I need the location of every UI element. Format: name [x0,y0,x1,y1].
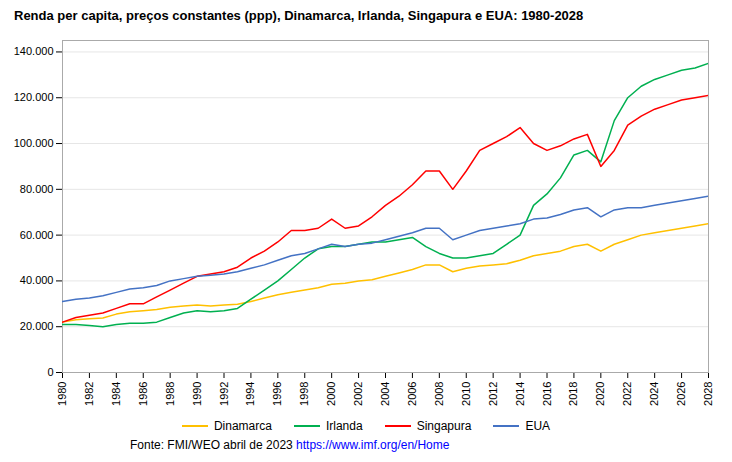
svg-text:1992: 1992 [218,382,230,406]
svg-text:1984: 1984 [110,382,122,406]
svg-text:2002: 2002 [352,382,364,406]
html-text:Irlanda: Irlanda [326,419,363,433]
svg-text:2020: 2020 [594,382,606,406]
html-text:Renda per capita, preços const: Renda per capita, preços constantes (ppp… [14,8,584,23]
svg-text:100.000: 100.000 [14,137,54,149]
svg-text:2018: 2018 [567,382,579,406]
svg-text:2028: 2028 [702,382,714,406]
svg-text:2026: 2026 [675,382,687,406]
html-text:EUA: EUA [525,419,551,433]
svg-text:2006: 2006 [406,382,418,406]
svg-text:2016: 2016 [541,382,553,406]
svg-text:2012: 2012 [487,382,499,406]
html-text:Fonte: FMI/WEO abril de 2023 h: Fonte: FMI/WEO abril de 2023 https://www… [130,438,450,452]
svg-text:120.000: 120.000 [14,91,54,103]
svg-text:2022: 2022 [621,382,633,406]
svg-text:0: 0 [47,366,53,378]
svg-text:2008: 2008 [433,382,445,406]
svg-text:80.000: 80.000 [20,183,54,195]
html-text:Singapura: Singapura [416,419,472,433]
svg-text:2024: 2024 [648,382,660,406]
svg-text:1998: 1998 [298,382,310,406]
svg-text:20.000: 20.000 [20,320,54,332]
svg-text:140.000: 140.000 [14,45,54,57]
svg-text:1996: 1996 [271,382,283,406]
svg-text:2004: 2004 [379,382,391,406]
svg-text:1982: 1982 [83,382,95,406]
svg-text:1980: 1980 [56,382,68,406]
html-text:Dinamarca: Dinamarca [213,419,272,433]
svg-text:2000: 2000 [325,382,337,406]
svg-text:40.000: 40.000 [20,274,54,286]
svg-text:1986: 1986 [137,382,149,406]
svg-text:60.000: 60.000 [20,229,54,241]
svg-text:1988: 1988 [164,382,176,406]
svg-text:2010: 2010 [460,382,472,406]
svg-text:2014: 2014 [514,382,526,406]
svg-text:1994: 1994 [244,382,256,406]
svg-text:1990: 1990 [191,382,203,406]
